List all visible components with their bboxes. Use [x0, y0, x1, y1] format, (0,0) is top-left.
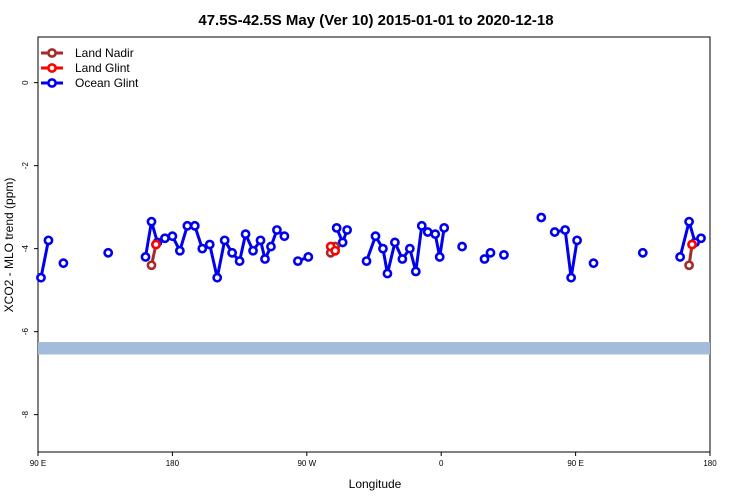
data-point	[560, 225, 571, 235]
data-point	[36, 272, 46, 283]
data-point	[382, 268, 393, 279]
data-point	[266, 241, 276, 252]
data-point	[331, 222, 342, 233]
legend-label: Land Glint	[75, 61, 130, 75]
y-tick-label: -6	[21, 328, 30, 336]
data-point	[212, 272, 223, 283]
data-point	[182, 220, 193, 231]
data-point	[397, 254, 408, 264]
data-point	[549, 227, 560, 237]
data-point	[378, 243, 388, 254]
legend-label: Ocean Glint	[75, 76, 139, 90]
data-point	[479, 254, 490, 264]
data-point	[687, 239, 697, 250]
x-tick-label: 180	[703, 459, 717, 468]
data-point	[204, 239, 215, 250]
data-point	[696, 233, 706, 244]
data-point	[536, 212, 547, 223]
x-tick-label: 180	[166, 459, 180, 468]
data-point	[140, 252, 151, 262]
x-axis-label: Longitude	[349, 477, 402, 491]
background-band	[38, 342, 710, 355]
data-point	[234, 256, 245, 266]
data-point	[292, 256, 303, 266]
data-point	[167, 231, 178, 242]
data-point	[337, 237, 348, 248]
data-point	[146, 260, 157, 271]
data-point	[430, 229, 441, 240]
legend-marker	[47, 48, 57, 58]
data-point	[457, 241, 468, 252]
data-point	[684, 216, 694, 227]
y-tick-label: -2	[21, 162, 30, 170]
data-point	[404, 243, 415, 254]
data-point	[260, 254, 270, 264]
data-point	[189, 220, 200, 231]
chart-title: 47.5S-42.5S May (Ver 10) 2015-01-01 to 2…	[198, 12, 553, 29]
data-point	[499, 249, 509, 260]
data-point	[439, 222, 450, 233]
data-point	[174, 245, 185, 256]
legend-label: Land Nadir	[75, 46, 134, 60]
data-point	[370, 231, 381, 242]
x-tick-label: 90 E	[30, 459, 46, 468]
series-line	[554, 228, 579, 280]
data-point	[342, 225, 353, 235]
x-tick-label: 0	[439, 459, 444, 468]
data-point	[361, 256, 372, 266]
data-point	[410, 266, 421, 277]
data-point	[572, 235, 582, 246]
data-point	[160, 233, 170, 244]
x-tick-label: 90 W	[297, 459, 316, 468]
data-point	[255, 235, 266, 246]
y-tick-label: -8	[21, 411, 30, 419]
data-point	[390, 237, 400, 248]
data-point	[434, 252, 445, 262]
data-point	[197, 243, 208, 254]
data-point	[279, 231, 290, 242]
data-point	[588, 258, 599, 269]
plot-frame	[37, 36, 711, 453]
data-point	[219, 235, 230, 246]
y-tick-label: 0	[21, 80, 30, 85]
data-point	[240, 229, 251, 240]
x-axis: 90 E 180 90 W 0 90 E 180	[30, 452, 717, 468]
data-point	[151, 239, 161, 250]
legend-marker	[47, 78, 57, 88]
data-point	[43, 235, 54, 246]
data-point	[637, 247, 648, 258]
data-point	[566, 272, 577, 283]
data-point	[58, 258, 69, 269]
data-point	[146, 216, 157, 227]
data-point	[330, 245, 341, 256]
y-axis: 0 -2 -4 -6 -8	[21, 80, 38, 418]
data-point	[303, 252, 314, 262]
data-point	[103, 247, 114, 258]
y-tick-label: -4	[21, 245, 30, 253]
x-tick-label: 90 E	[567, 459, 583, 468]
data-point	[248, 245, 258, 256]
legend-marker	[47, 63, 57, 73]
series-ocean-glint	[36, 212, 706, 283]
data-point	[684, 260, 694, 271]
data-point	[416, 220, 427, 231]
y-axis-label: XCO2 - MLO trend (ppm)	[2, 178, 16, 313]
data-point	[675, 252, 686, 262]
data-point	[422, 227, 433, 237]
data-point	[272, 225, 282, 235]
series-layer	[36, 212, 706, 283]
data-point	[227, 247, 238, 258]
data-point	[485, 247, 496, 258]
series-land-glint	[151, 239, 697, 256]
series-line	[39, 240, 50, 278]
series-line	[144, 220, 286, 280]
